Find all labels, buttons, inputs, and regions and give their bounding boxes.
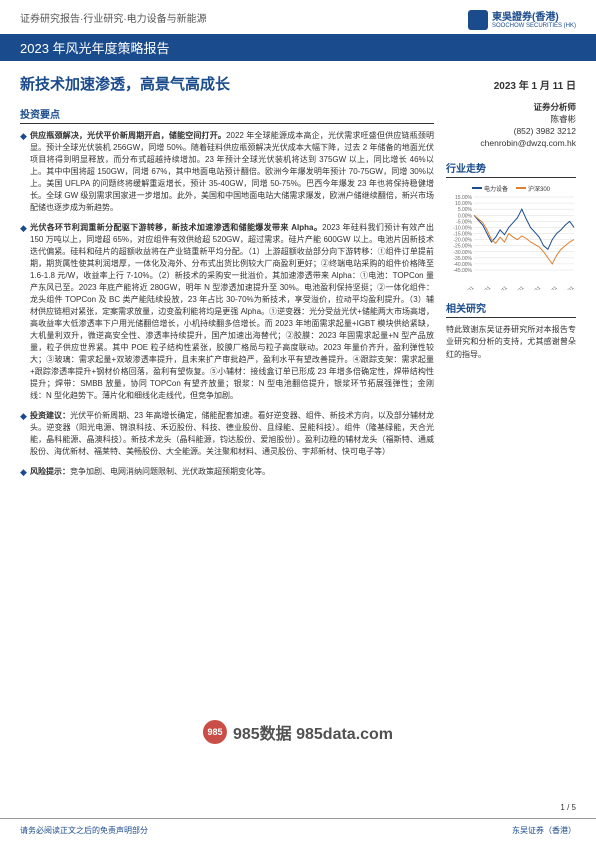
breadcrumb: 证券研究报告·行业研究·电力设备与新能源: [20, 10, 207, 25]
legend-label-0: 电力设备: [484, 184, 508, 193]
svg-text:-5.00%: -5.00%: [456, 219, 472, 225]
analyst-box: 证券分析师 陈睿彬 (852) 3982 3212 chenrobin@dwzq…: [446, 102, 576, 150]
bullet-body: 光伏各环节利润重新分配驱下游转移，新技术加速渗透和储能爆发带来 Alpha。20…: [30, 222, 434, 402]
svg-text:-45.00%: -45.00%: [453, 268, 472, 274]
bullet-item: ◆ 投资建议：光伏平价新周期、23 年高增长确定，储能配套加速。看好逆变器、组件…: [20, 410, 434, 458]
bullet-mark: ◆: [20, 410, 30, 458]
bullet-body: 投资建议：光伏平价新周期、23 年高增长确定，储能配套加速。看好逆变器、组件、新…: [30, 410, 434, 458]
chart-legend: 电力设备 沪深300: [446, 184, 576, 193]
company-name: 東吳證券(香港): [492, 12, 576, 23]
svg-text:2022/1/11: 2022/1/11: [456, 285, 476, 290]
footer-disclaimer: 请务必阅读正文之后的免责声明部分: [20, 825, 148, 836]
main-title: 新技术加速渗透，高景气高成长: [20, 73, 230, 94]
analyst-email: chenrobin@dwzq.com.hk: [446, 138, 576, 150]
svg-text:0.00%: 0.00%: [458, 213, 473, 219]
report-date: 2023 年 1 月 11 日: [494, 77, 576, 92]
bullet-mark: ◆: [20, 466, 30, 480]
bullet-mark: ◆: [20, 222, 30, 402]
svg-text:2022/3/11: 2022/3/11: [472, 285, 492, 290]
svg-text:-30.00%: -30.00%: [453, 249, 472, 255]
svg-text:2022/9/11: 2022/9/11: [522, 285, 542, 290]
svg-text:2023/1/11: 2023/1/11: [556, 285, 576, 290]
company-logo: 東吳證券(香港) SOOCHOW SECURITIES (HK): [468, 10, 576, 30]
svg-text:-40.00%: -40.00%: [453, 261, 472, 267]
watermark: 985 985数据 985data.com: [203, 720, 393, 744]
svg-text:-20.00%: -20.00%: [453, 237, 472, 243]
svg-text:-25.00%: -25.00%: [453, 243, 472, 249]
chart-svg: -45.00%-40.00%-35.00%-30.00%-25.00%-20.0…: [446, 195, 576, 290]
legend-label-1: 沪深300: [528, 184, 550, 193]
svg-text:-35.00%: -35.00%: [453, 255, 472, 261]
analyst-name: 陈睿彬: [446, 114, 576, 126]
bullet-body: 供应瓶颈解决，光伏平价新周期开启，储能空间打开。2022 年全球能源成本高企，光…: [30, 130, 434, 214]
industry-trend-chart: 电力设备 沪深300 -45.00%-40.00%-35.00%-30.00%-…: [446, 184, 576, 294]
key-points-header: 投资要点: [20, 106, 434, 124]
report-title-bar: 2023 年风光年度策略报告: [0, 34, 596, 61]
svg-text:-15.00%: -15.00%: [453, 231, 472, 237]
watermark-text: 985数据 985data.com: [233, 720, 393, 744]
related-research-text: 特此致谢东吴证券研究所对本报告专业研究和分析的支持，尤其感谢曾朵红的指导。: [446, 324, 576, 362]
svg-text:10.00%: 10.00%: [455, 201, 473, 207]
bullet-body: 风险提示：竞争加剧、电网消纳问题限制、光伏政策超预期变化等。: [30, 466, 434, 480]
analyst-phone: (852) 3982 3212: [446, 126, 576, 138]
logo-icon: [468, 10, 488, 30]
company-name-en: SOOCHOW SECURITIES (HK): [492, 23, 576, 29]
watermark-logo: 985: [203, 720, 227, 744]
bullet-item: ◆ 光伏各环节利润重新分配驱下游转移，新技术加速渗透和储能爆发带来 Alpha。…: [20, 222, 434, 402]
svg-text:2022/5/11: 2022/5/11: [489, 285, 509, 290]
svg-text:-10.00%: -10.00%: [453, 225, 472, 231]
related-research-header: 相关研究: [446, 300, 576, 318]
bullet-item: ◆ 风险提示：竞争加剧、电网消纳问题限制、光伏政策超预期变化等。: [20, 466, 434, 480]
industry-trend-header: 行业走势: [446, 160, 576, 178]
bullet-item: ◆ 供应瓶颈解决，光伏平价新周期开启，储能空间打开。2022 年全球能源成本高企…: [20, 130, 434, 214]
svg-text:5.00%: 5.00%: [458, 207, 473, 213]
analyst-title: 证券分析师: [446, 102, 576, 114]
bullet-mark: ◆: [20, 130, 30, 214]
svg-text:2022/7/11: 2022/7/11: [506, 285, 526, 290]
footer-company: 东吴证券（香港）: [512, 825, 576, 836]
page-number: 1 / 5: [560, 803, 576, 812]
svg-text:15.00%: 15.00%: [455, 195, 473, 201]
